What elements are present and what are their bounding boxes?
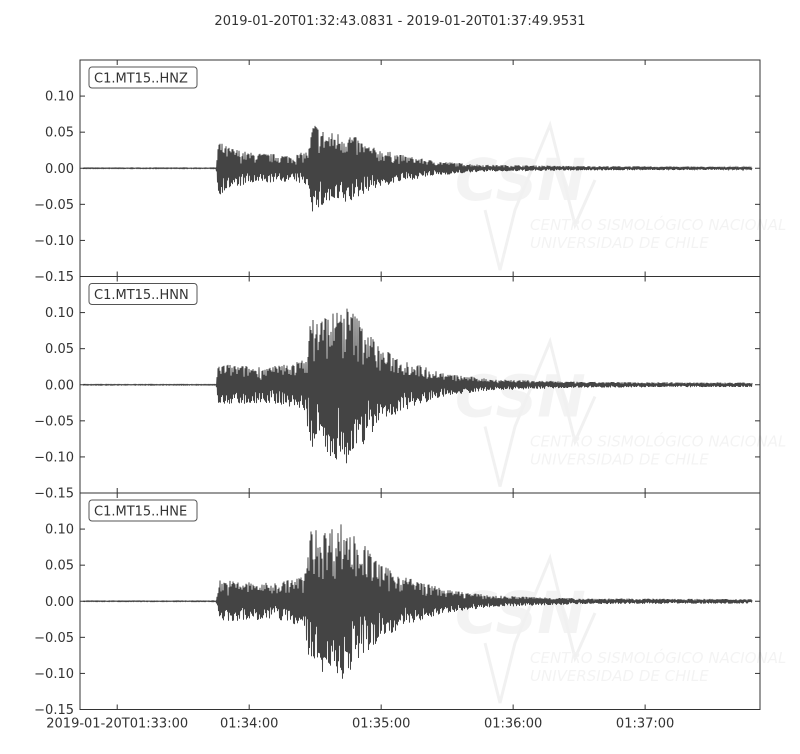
waveform-trace [82, 524, 753, 679]
waveform-trace [82, 308, 753, 464]
y-tick-label: −0.05 [34, 414, 74, 429]
trace-label-text: C1.MT15..HNE [94, 505, 187, 520]
y-tick-label: 0.00 [45, 162, 74, 177]
svg-text:CSN: CSN [455, 146, 586, 214]
trace-label-text: C1.MT15..HNZ [94, 72, 188, 87]
y-tick-label: 0.10 [45, 306, 74, 321]
y-tick-label: −0.15 [34, 703, 74, 718]
svg-text:CENTRO SISMOLÓGICO NACIONAL: CENTRO SISMOLÓGICO NACIONAL [530, 215, 786, 234]
svg-text:CENTRO SISMOLÓGICO NACIONAL: CENTRO SISMOLÓGICO NACIONAL [530, 648, 786, 667]
waveform-trace [82, 125, 753, 212]
y-tick-label: −0.15 [34, 270, 74, 285]
y-tick-label: −0.05 [34, 631, 74, 646]
svg-text:CSN: CSN [455, 579, 586, 647]
y-tick-label: −0.05 [34, 198, 74, 213]
x-tick-label: 01:34:00 [220, 717, 278, 732]
y-tick-label: −0.10 [34, 667, 74, 682]
y-tick-label: 0.00 [45, 595, 74, 610]
svg-text:UNIVERSIDAD DE CHILE: UNIVERSIDAD DE CHILE [530, 234, 709, 252]
svg-text:UNIVERSIDAD DE CHILE: UNIVERSIDAD DE CHILE [530, 451, 709, 469]
y-tick-label: −0.10 [34, 234, 74, 249]
y-tick-label: 0.00 [45, 378, 74, 393]
y-tick-label: 0.10 [45, 90, 74, 105]
svg-text:CENTRO SISMOLÓGICO NACIONAL: CENTRO SISMOLÓGICO NACIONAL [530, 432, 786, 451]
y-tick-label: −0.10 [34, 450, 74, 465]
y-tick-label: 0.05 [45, 559, 74, 574]
y-tick-label: 0.05 [45, 126, 74, 141]
y-tick-label: 0.10 [45, 523, 74, 538]
x-tick-label: 01:35:00 [352, 717, 410, 732]
trace-label-text: C1.MT15..HNN [94, 288, 189, 303]
svg-text:CSN: CSN [455, 363, 586, 431]
trace-label: C1.MT15..HNE [88, 499, 198, 522]
x-tick-label: 01:37:00 [616, 717, 674, 732]
y-tick-label: −0.15 [34, 487, 74, 502]
chart-title: 2019-01-20T01:32:43.0831 - 2019-01-20T01… [214, 14, 585, 29]
x-tick-label: 2019-01-20T01:33:00 [46, 717, 188, 732]
svg-text:UNIVERSIDAD DE CHILE: UNIVERSIDAD DE CHILE [530, 667, 709, 685]
y-tick-label: 0.05 [45, 342, 74, 357]
trace-label: C1.MT15..HNN [88, 283, 198, 305]
trace-label: C1.MT15..HNZ [88, 66, 198, 89]
x-tick-label: 01:36:00 [484, 717, 542, 732]
